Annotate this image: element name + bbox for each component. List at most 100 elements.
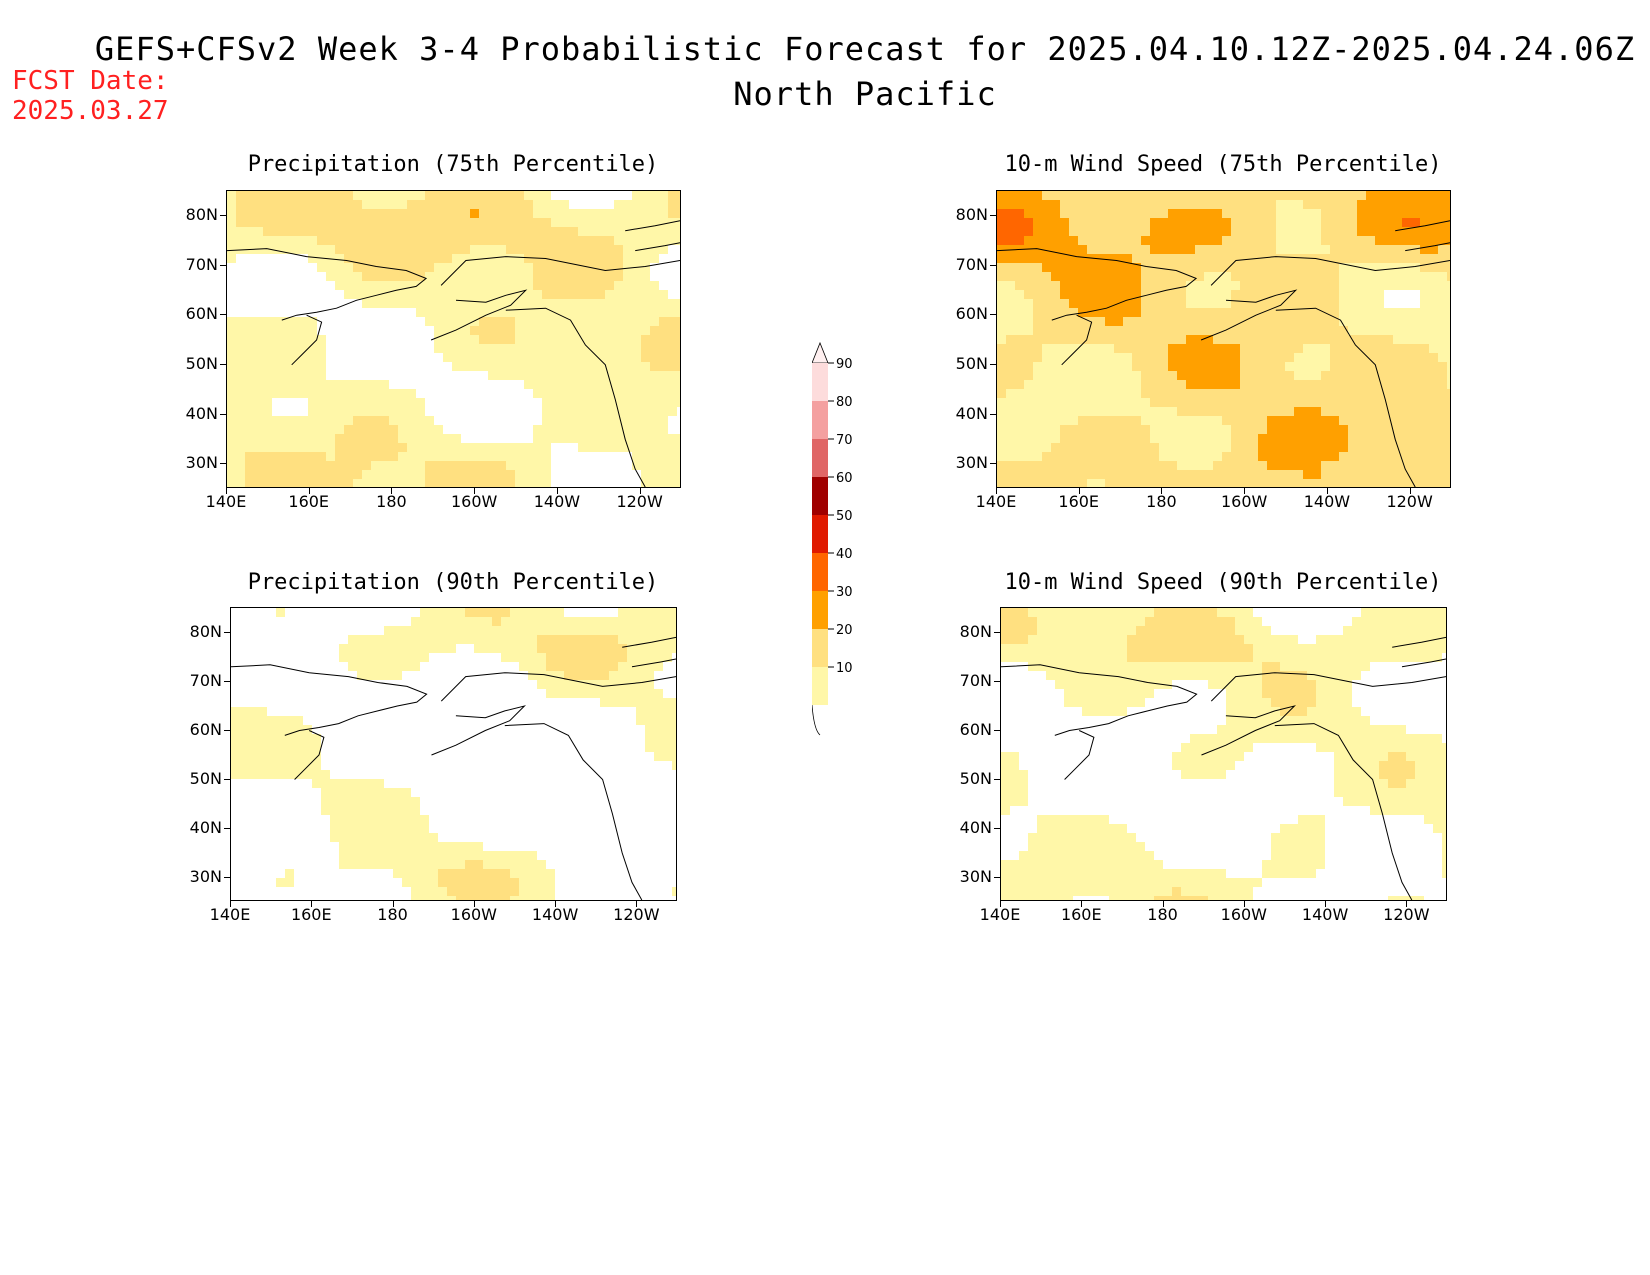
field-cell [1321,209,1331,219]
field-cell [1411,407,1421,417]
field-cell [461,263,471,273]
field-cell [1042,236,1052,246]
field-cell [443,434,453,444]
field-cell [1024,371,1034,381]
field-cell [326,407,336,417]
field-cell [254,308,264,318]
field-cell [1231,344,1241,354]
field-cell [285,878,295,888]
field-cell [1177,290,1187,300]
field-cell [1015,371,1025,381]
field-cell [1159,335,1169,345]
field-cell [1087,254,1097,264]
field-cell [1285,299,1295,309]
field-cell [371,335,381,345]
field-cell [645,671,655,681]
field-cell [591,815,601,825]
field-cell [1033,218,1043,228]
field-cell [1168,371,1178,381]
field-cell [227,263,237,273]
field-cell [470,434,480,444]
field-cell [1213,308,1223,318]
field-cell [569,452,579,462]
field-cell [1240,389,1250,399]
field-cell [497,335,507,345]
field-cell [537,734,547,744]
field-cell [515,362,525,372]
field-cell [263,254,273,264]
field-cell [1384,461,1394,471]
field-cell [353,389,363,399]
field-cell [1366,362,1376,372]
field-cell [1015,236,1025,246]
field-cell [1096,344,1106,354]
field-cell [254,425,264,435]
field-cell [1015,416,1025,426]
field-cell [1015,209,1025,219]
field-cell [456,671,466,681]
field-cell [1348,218,1358,228]
field-cell [402,707,412,717]
field-cell [1132,191,1142,201]
field-cell [1150,335,1160,345]
field-cell [303,797,313,807]
field-cell [524,317,534,327]
field-cell [1051,218,1061,228]
field-cell [1141,443,1151,453]
field-cell [1240,281,1250,291]
field-cell [245,362,255,372]
field-cell [573,734,583,744]
field-cell [551,371,561,381]
field-cell [1087,344,1097,354]
field-cell [290,272,300,282]
field-cell [1285,398,1295,408]
field-cell [501,725,511,735]
field-cell [344,236,354,246]
field-cell [519,806,529,816]
field-cell [402,779,412,789]
field-cell [1015,380,1025,390]
field-cell [227,434,237,444]
field-cell [276,743,286,753]
field-cell [564,824,574,834]
field-cell [668,308,678,318]
field-cell [434,281,444,291]
field-cell [528,806,538,816]
field-cell [997,398,1007,408]
field-cell [317,227,327,237]
field-cell [1339,407,1349,417]
field-cell [618,842,628,852]
field-cell [1051,236,1061,246]
field-cell [564,842,574,852]
field-cell [1366,263,1376,273]
field-cell [587,227,597,237]
field-cell [402,617,412,627]
field-cell [1024,245,1034,255]
field-cell [375,626,385,636]
field-cell [353,272,363,282]
field-cell [474,842,484,852]
field-cell [1042,209,1052,219]
field-cell [1447,470,1450,480]
field-cell [258,635,268,645]
field-cell [285,662,295,672]
field-cell [1393,272,1403,282]
field-cell [1033,191,1043,201]
field-cell [245,209,255,219]
field-cell [425,218,435,228]
field-cell [1024,317,1034,327]
field-cell [1078,425,1088,435]
field-cell [614,479,624,487]
field-cell [501,797,511,807]
field-cell [1186,317,1196,327]
field-cell [1024,227,1034,237]
field-cell [1105,434,1115,444]
field-cell [596,443,606,453]
field-cell [1204,362,1214,372]
field-cell [357,779,367,789]
field-cell [1222,362,1232,372]
field-cell [1303,380,1313,390]
field-cell [263,380,273,390]
field-cell [1123,398,1133,408]
field-cell [330,743,340,753]
